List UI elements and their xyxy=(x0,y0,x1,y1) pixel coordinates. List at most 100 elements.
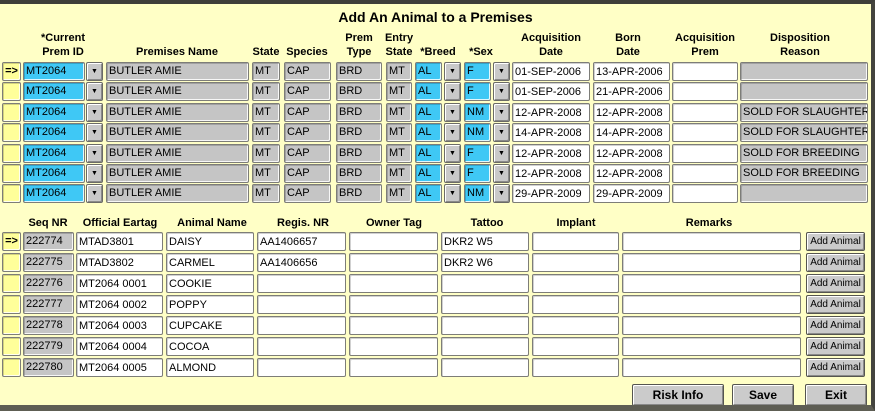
remarks-field[interactable] xyxy=(622,274,801,293)
implant-field[interactable] xyxy=(532,337,619,356)
official-eartag-field[interactable] xyxy=(76,232,163,251)
add-animal-button[interactable]: Add Animal xyxy=(806,274,865,293)
add-animal-button[interactable]: Add Animal xyxy=(806,253,865,272)
born-date-field[interactable] xyxy=(593,103,670,122)
current-prem-id-field[interactable]: MT2064 xyxy=(23,144,85,163)
born-date-field[interactable] xyxy=(593,123,670,142)
animal-name-field[interactable] xyxy=(166,253,254,272)
current-prem-id-field[interactable]: MT2064 xyxy=(23,123,85,142)
add-animal-button[interactable]: Add Animal xyxy=(806,337,865,356)
sex-field[interactable]: F xyxy=(464,144,491,163)
prem-id-dropdown-button[interactable]: ▼ xyxy=(86,82,103,101)
record-selector[interactable] xyxy=(2,184,21,203)
add-animal-button[interactable]: Add Animal xyxy=(806,232,865,251)
add-animal-button[interactable]: Add Animal xyxy=(806,358,865,377)
acquisition-date-field[interactable] xyxy=(512,184,590,203)
current-prem-id-field[interactable]: MT2064 xyxy=(23,164,85,183)
official-eartag-field[interactable] xyxy=(76,316,163,335)
remarks-field[interactable] xyxy=(622,295,801,314)
sex-field[interactable]: F xyxy=(464,164,491,183)
implant-field[interactable] xyxy=(532,358,619,377)
acquisition-date-field[interactable] xyxy=(512,62,590,81)
record-selector[interactable]: => xyxy=(2,232,21,251)
official-eartag-field[interactable] xyxy=(76,337,163,356)
born-date-field[interactable] xyxy=(593,164,670,183)
add-animal-button[interactable]: Add Animal xyxy=(806,295,865,314)
owner-tag-field[interactable] xyxy=(349,358,438,377)
sex-dropdown-button[interactable]: ▼ xyxy=(493,144,510,163)
record-selector[interactable] xyxy=(2,82,21,101)
prem-id-dropdown-button[interactable]: ▼ xyxy=(86,123,103,142)
current-prem-id-field[interactable]: MT2064 xyxy=(23,82,85,101)
sex-field[interactable]: F xyxy=(464,62,491,81)
current-prem-id-field[interactable]: MT2064 xyxy=(23,62,85,81)
breed-field[interactable]: AL xyxy=(415,184,442,203)
animal-name-field[interactable] xyxy=(166,337,254,356)
sex-field[interactable]: NM xyxy=(464,123,491,142)
tattoo-field[interactable] xyxy=(441,232,529,251)
tattoo-field[interactable] xyxy=(441,274,529,293)
acquisition-prem-field[interactable] xyxy=(672,144,738,163)
implant-field[interactable] xyxy=(532,274,619,293)
breed-dropdown-button[interactable]: ▼ xyxy=(444,103,461,122)
breed-field[interactable]: AL xyxy=(415,144,442,163)
prem-id-dropdown-button[interactable]: ▼ xyxy=(86,144,103,163)
exit-button[interactable]: Exit xyxy=(805,384,867,405)
save-button[interactable]: Save xyxy=(732,384,794,405)
record-selector[interactable] xyxy=(2,295,21,314)
sex-field[interactable]: NM xyxy=(464,184,491,203)
record-selector[interactable] xyxy=(2,274,21,293)
owner-tag-field[interactable] xyxy=(349,253,438,272)
prem-id-dropdown-button[interactable]: ▼ xyxy=(86,164,103,183)
tattoo-field[interactable] xyxy=(441,295,529,314)
remarks-field[interactable] xyxy=(622,253,801,272)
remarks-field[interactable] xyxy=(622,316,801,335)
remarks-field[interactable] xyxy=(622,232,801,251)
current-prem-id-field[interactable]: MT2064 xyxy=(23,103,85,122)
sex-field[interactable]: NM xyxy=(464,103,491,122)
implant-field[interactable] xyxy=(532,316,619,335)
born-date-field[interactable] xyxy=(593,184,670,203)
implant-field[interactable] xyxy=(532,232,619,251)
owner-tag-field[interactable] xyxy=(349,232,438,251)
prem-id-dropdown-button[interactable]: ▼ xyxy=(86,103,103,122)
breed-field[interactable]: AL xyxy=(415,82,442,101)
record-selector[interactable]: => xyxy=(2,62,21,81)
record-selector[interactable] xyxy=(2,316,21,335)
tattoo-field[interactable] xyxy=(441,358,529,377)
regis-nr-field[interactable] xyxy=(257,232,346,251)
breed-dropdown-button[interactable]: ▼ xyxy=(444,82,461,101)
sex-dropdown-button[interactable]: ▼ xyxy=(493,123,510,142)
sex-dropdown-button[interactable]: ▼ xyxy=(493,82,510,101)
breed-dropdown-button[interactable]: ▼ xyxy=(444,123,461,142)
record-selector[interactable] xyxy=(2,253,21,272)
born-date-field[interactable] xyxy=(593,82,670,101)
sex-dropdown-button[interactable]: ▼ xyxy=(493,164,510,183)
acquisition-date-field[interactable] xyxy=(512,144,590,163)
official-eartag-field[interactable] xyxy=(76,295,163,314)
acquisition-prem-field[interactable] xyxy=(672,184,738,203)
acquisition-prem-field[interactable] xyxy=(672,123,738,142)
implant-field[interactable] xyxy=(532,253,619,272)
born-date-field[interactable] xyxy=(593,62,670,81)
owner-tag-field[interactable] xyxy=(349,337,438,356)
regis-nr-field[interactable] xyxy=(257,295,346,314)
tattoo-field[interactable] xyxy=(441,337,529,356)
current-prem-id-field[interactable]: MT2064 xyxy=(23,184,85,203)
regis-nr-field[interactable] xyxy=(257,253,346,272)
breed-field[interactable]: AL xyxy=(415,123,442,142)
official-eartag-field[interactable] xyxy=(76,274,163,293)
record-selector[interactable] xyxy=(2,144,21,163)
record-selector[interactable] xyxy=(2,358,21,377)
breed-field[interactable]: AL xyxy=(415,62,442,81)
owner-tag-field[interactable] xyxy=(349,316,438,335)
record-selector[interactable] xyxy=(2,164,21,183)
acquisition-date-field[interactable] xyxy=(512,103,590,122)
breed-dropdown-button[interactable]: ▼ xyxy=(444,184,461,203)
official-eartag-field[interactable] xyxy=(76,253,163,272)
breed-dropdown-button[interactable]: ▼ xyxy=(444,62,461,81)
animal-name-field[interactable] xyxy=(166,232,254,251)
acquisition-prem-field[interactable] xyxy=(672,103,738,122)
breed-dropdown-button[interactable]: ▼ xyxy=(444,144,461,163)
acquisition-date-field[interactable] xyxy=(512,123,590,142)
